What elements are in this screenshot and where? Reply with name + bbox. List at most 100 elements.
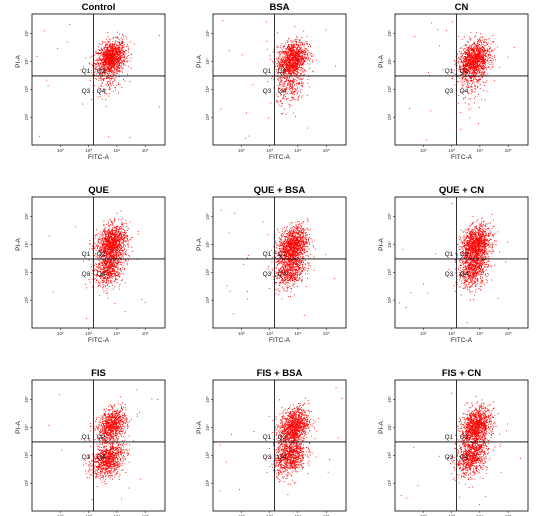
data-point-q2 <box>103 61 105 62</box>
data-point-q2 <box>106 244 108 245</box>
data-point-q2 <box>486 59 488 61</box>
data-point-q2 <box>123 244 124 246</box>
data-point-q4 <box>468 98 470 100</box>
data-point-q2 <box>281 43 283 45</box>
data-point-q4 <box>284 74 285 76</box>
data-point-q2 <box>294 53 296 55</box>
data-point-q2 <box>464 50 466 52</box>
data-point-q2 <box>463 76 465 78</box>
data-point-q2 <box>277 51 278 53</box>
data-point-q4 <box>460 74 462 76</box>
data-point-q2 <box>482 61 484 63</box>
data-point-q2 <box>124 61 126 62</box>
data-point-q2 <box>460 80 462 82</box>
data-point-q2 <box>127 236 129 237</box>
data-point-q4 <box>474 75 476 77</box>
data-point-q2 <box>284 52 285 53</box>
data-point-q4 <box>478 64 480 66</box>
data-point-q2 <box>469 36 471 38</box>
data-point-q4 <box>462 81 463 83</box>
data-point-q2 <box>292 72 294 74</box>
data-point-q2 <box>104 57 106 59</box>
data-point-q2 <box>104 67 106 69</box>
data-point-q2 <box>113 45 115 47</box>
data-point-q2 <box>121 238 122 239</box>
data-point-q4 <box>106 72 108 74</box>
data-point-q2 <box>112 63 114 65</box>
data-point-q4 <box>109 74 111 76</box>
data-point-q2 <box>94 62 95 64</box>
data-point-q2 <box>98 46 100 48</box>
data-point-q2 <box>125 36 127 37</box>
data-point-q2 <box>472 58 474 60</box>
data-point-q2 <box>115 229 117 231</box>
data-point-q2 <box>474 57 476 59</box>
data-point-q2 <box>473 52 475 54</box>
data-point-q2 <box>106 235 107 237</box>
data-point-q2 <box>119 225 121 227</box>
data-point-q2 <box>466 49 468 51</box>
data-point-q4 <box>118 84 119 85</box>
data-point-q2 <box>297 59 299 60</box>
data-point-q2 <box>104 241 106 243</box>
data-point-q2 <box>472 60 474 62</box>
data-point-q2 <box>111 69 113 71</box>
data-point-q2 <box>124 230 125 232</box>
data-point-q2 <box>285 66 287 68</box>
data-point-q2 <box>459 77 461 79</box>
data-point-q2 <box>101 64 103 65</box>
data-point-q4 <box>292 87 293 89</box>
data-point-q4 <box>282 88 284 90</box>
data-point-q2 <box>297 67 299 69</box>
data-point-q2 <box>97 62 99 64</box>
data-point-q2 <box>123 53 125 55</box>
data-point-q2 <box>104 59 106 61</box>
data-point-q2 <box>279 64 281 66</box>
data-point-q2 <box>127 235 129 237</box>
data-point-q2 <box>95 252 96 254</box>
data-point-q2 <box>290 64 292 66</box>
data-point-q2 <box>479 39 481 40</box>
data-point-q2 <box>302 57 304 59</box>
data-point-q2 <box>469 45 471 47</box>
data-point-q2 <box>300 55 302 57</box>
data-point-q2 <box>292 43 294 45</box>
data-point-q2 <box>280 45 282 47</box>
data-point-q2 <box>310 54 312 56</box>
data-point-q2 <box>94 246 96 248</box>
data-point-q2 <box>108 241 110 242</box>
data-point-q2 <box>473 57 475 59</box>
data-point-q2 <box>96 63 98 65</box>
data-point-q2 <box>97 54 99 56</box>
data-point-q2 <box>115 241 117 242</box>
data-point-q2 <box>482 65 484 67</box>
data-point-q4 <box>276 101 278 102</box>
data-point-q2 <box>108 68 110 69</box>
data-point-q2 <box>468 64 469 66</box>
data-point-q2 <box>124 44 126 46</box>
data-point-q2 <box>298 56 300 58</box>
data-point-q2 <box>107 69 109 70</box>
data-point-q2 <box>294 39 296 41</box>
panel-title: CN <box>455 2 469 13</box>
data-point-q2 <box>106 49 108 51</box>
data-point-q2 <box>300 62 302 64</box>
data-point-q2 <box>478 65 480 67</box>
data-point-q2 <box>476 50 478 52</box>
data-point-q2 <box>482 50 483 51</box>
data-point-q2 <box>282 51 284 53</box>
data-point-q2 <box>109 54 111 56</box>
data-point-q2 <box>287 64 289 65</box>
data-point-q2 <box>301 37 303 38</box>
data-point-q2 <box>493 41 495 42</box>
data-point-q2 <box>487 73 489 75</box>
data-point-q4 <box>108 89 110 91</box>
data-point-q2 <box>480 55 482 57</box>
data-point-q2 <box>292 59 293 60</box>
data-point-q4 <box>293 71 295 73</box>
data-point-q2 <box>474 58 476 60</box>
data-point-q2 <box>102 79 104 81</box>
data-point-q2 <box>291 64 293 66</box>
data-point-q2 <box>115 68 117 70</box>
data-point-q2 <box>107 71 109 72</box>
